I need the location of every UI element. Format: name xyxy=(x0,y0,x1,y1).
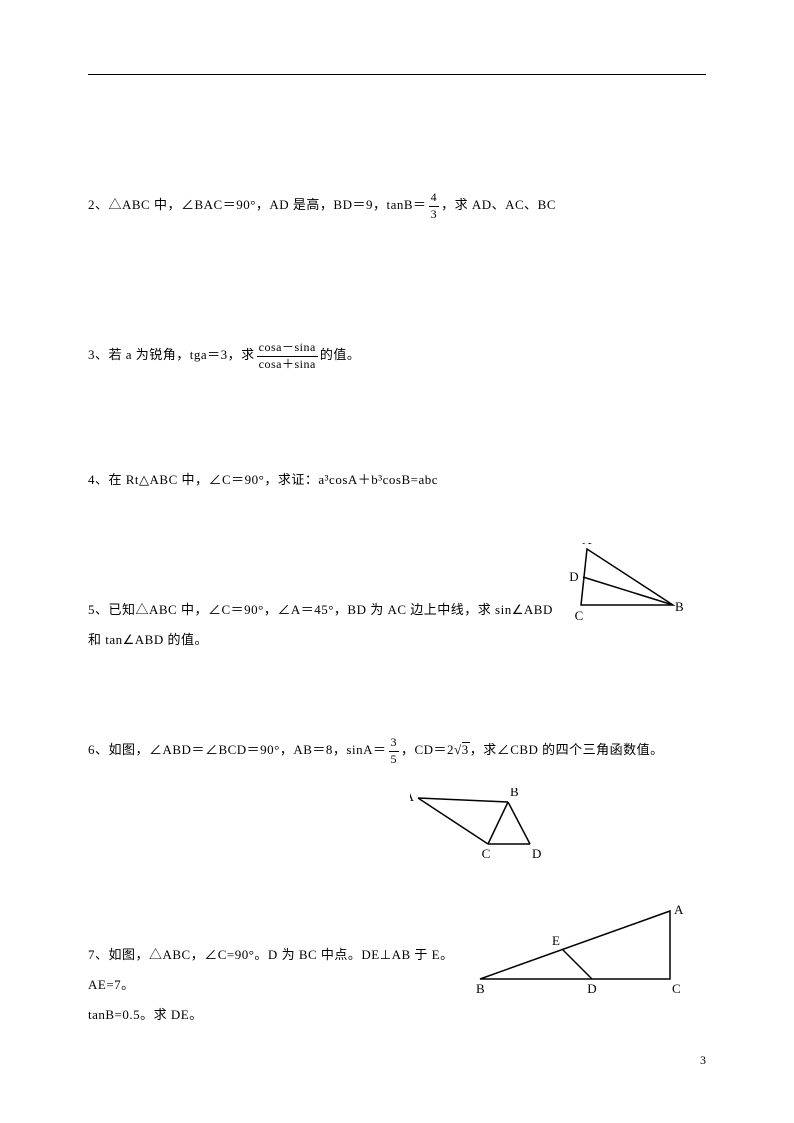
problem-4: 4、在 Rt△ABC 中，∠C＝90°，求证：a³cosA＋b³cosB=abc xyxy=(88,465,706,495)
p7-line1: 7、如图，△ABC，∠C=90°。D 为 BC 中点。DE⊥AB 于 E。AE=… xyxy=(88,947,454,992)
problem-3: 3、若 a 为锐角，tga＝3，求cosa－sinacosa＋sina的值。 xyxy=(88,340,706,372)
fig5-label-C: C xyxy=(575,608,584,623)
p3-prefix: 3、若 a 为锐角，tga＝3，求 xyxy=(88,347,255,362)
fig6-label-A: A xyxy=(410,789,415,804)
figure-7: A B C D E xyxy=(470,905,700,995)
fig5-label-B: B xyxy=(675,599,684,614)
p5-line1: 5、已知△ABC 中，∠C＝90°，∠A＝45°，BD 为 AC 边上中线，求 … xyxy=(88,602,553,617)
fig7-label-D: D xyxy=(587,981,596,995)
fig7-label-C: C xyxy=(672,981,681,995)
p6-mid: ，CD＝2 xyxy=(401,742,454,757)
p2-fraction: 43 xyxy=(429,190,440,222)
p7-line2: tanB=0.5。求 DE。 xyxy=(88,1007,203,1022)
p6-fraction: 35 xyxy=(389,735,400,767)
fig6-label-B: B xyxy=(510,788,519,799)
p3-fraction: cosa－sinacosa＋sina xyxy=(257,340,318,372)
problem-7: 7、如图，△ABC，∠C=90°。D 为 BC 中点。DE⊥AB 于 E。AE=… xyxy=(88,940,468,1030)
fig7-label-A: A xyxy=(674,905,684,917)
fig6-label-C: C xyxy=(482,846,491,860)
page-number: 3 xyxy=(700,1053,706,1068)
problem-5: 5、已知△ABC 中，∠C＝90°，∠A＝45°，BD 为 AC 边上中线，求 … xyxy=(88,595,558,655)
fig7-label-B: B xyxy=(476,981,485,995)
problem-6: 6、如图，∠ABD＝∠BCD＝90°，AB＝8，sinA＝35，CD＝23，求∠… xyxy=(88,735,706,767)
fig6-label-D: D xyxy=(532,846,541,860)
p6-suffix: ，求∠CBD 的四个三角函数值。 xyxy=(470,742,664,757)
problem-2: 2、△ABC 中，∠BAC＝90°，AD 是高，BD＝9，tanB＝43，求 A… xyxy=(88,190,706,222)
fig5-label-D: D xyxy=(569,569,578,584)
p2-suffix: ，求 AD、AC、BC xyxy=(441,197,556,212)
p3-suffix: 的值。 xyxy=(320,347,361,362)
p2-prefix: 2、△ABC 中，∠BAC＝90°，AD 是高，BD＝9，tanB＝ xyxy=(88,197,427,212)
fig7-label-E: E xyxy=(552,933,560,948)
p5-line2: 和 tan∠ABD 的值。 xyxy=(88,632,208,647)
p6-sqrt: 3 xyxy=(454,735,470,765)
p6-prefix: 6、如图，∠ABD＝∠BCD＝90°，AB＝8，sinA＝ xyxy=(88,742,387,757)
figure-6: A B C D xyxy=(410,788,560,860)
p4-text: 4、在 Rt△ABC 中，∠C＝90°，求证：a³cosA＋b³cosB=abc xyxy=(88,472,438,487)
page: 2、△ABC 中，∠BAC＝90°，AD 是高，BD＝9，tanB＝43，求 A… xyxy=(0,0,794,1123)
fig5-label-A: A xyxy=(582,543,592,547)
header-rule xyxy=(88,74,706,75)
figure-5: A B C D xyxy=(565,543,695,623)
